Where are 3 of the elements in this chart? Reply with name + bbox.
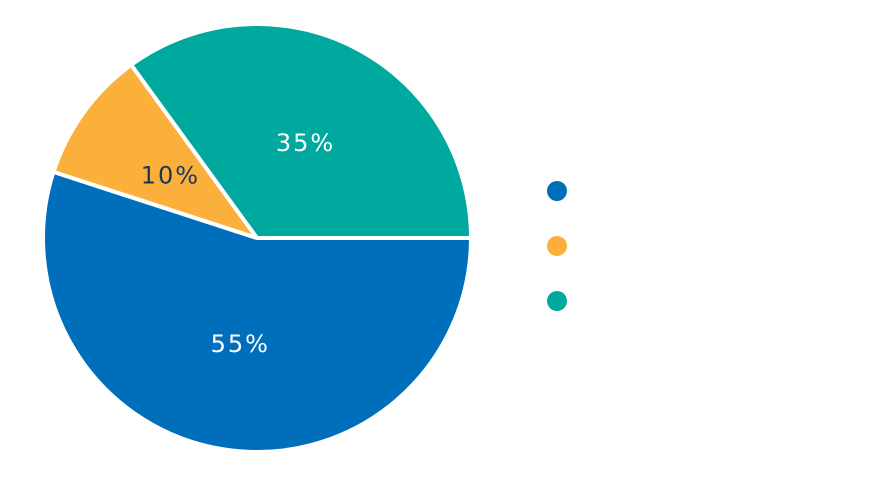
data-label: 35% bbox=[276, 129, 336, 158]
data-label: 10% bbox=[140, 162, 200, 190]
data-label: 55% bbox=[210, 330, 270, 358]
